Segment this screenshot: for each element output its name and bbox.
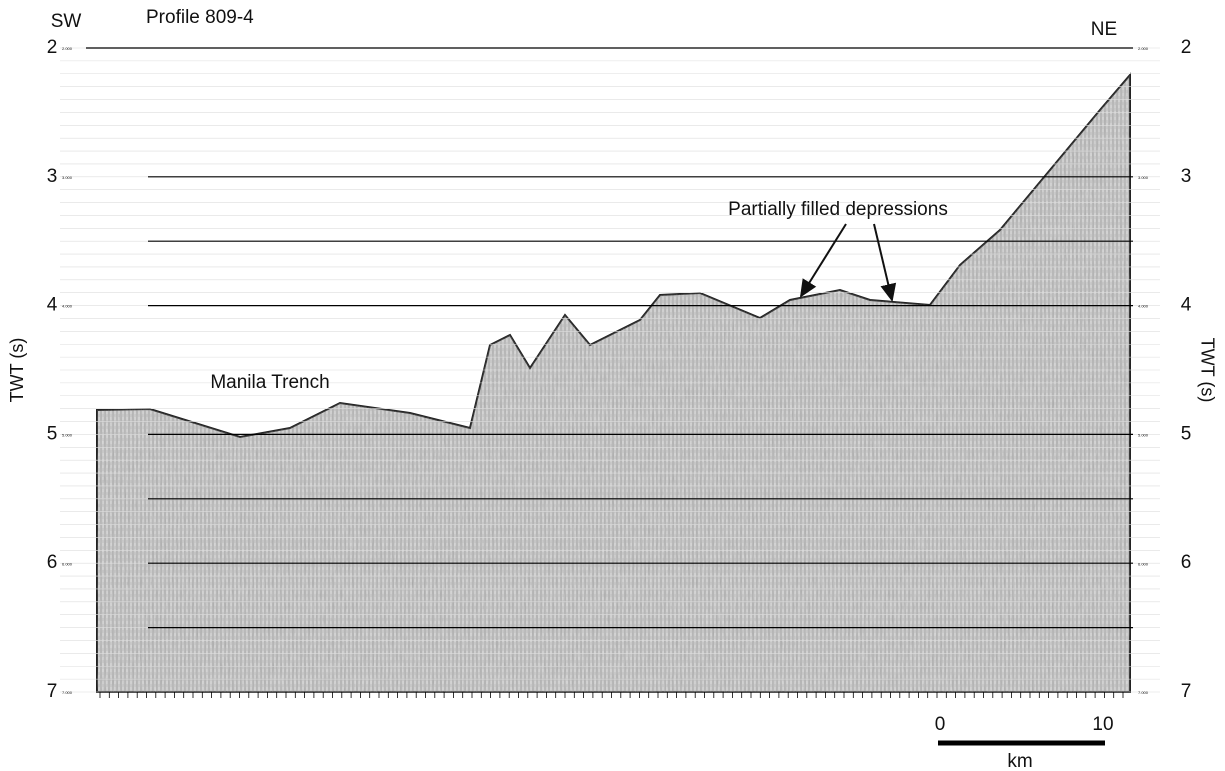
y-tick-label: 7 (47, 681, 58, 702)
y-tick-label: 7 (1181, 681, 1192, 702)
right-end-label: NE (1091, 19, 1117, 40)
small-tick-label: 6.000 (1138, 561, 1149, 566)
y-tick-label: 5 (1181, 423, 1192, 444)
arrow (801, 224, 846, 296)
y-tick-label: 3 (1181, 166, 1192, 187)
arrow (874, 224, 892, 300)
left-end-label: SW (51, 11, 82, 32)
y-tick-label: 5 (47, 423, 58, 444)
scale-unit: km (1007, 751, 1032, 771)
right-axis-label: TWT (s) (1197, 338, 1217, 403)
small-tick-label: 7.000 (1138, 690, 1149, 695)
y-tick-label: 6 (1181, 552, 1192, 573)
small-tick-label: 7.000 (62, 690, 73, 695)
small-tick-label: 5.000 (1138, 432, 1149, 437)
small-tick-label: 3.000 (1138, 175, 1149, 180)
small-tick-label: 5.000 (62, 432, 73, 437)
small-tick-label: 4.000 (62, 304, 73, 309)
small-tick-label: 2.000 (1138, 46, 1149, 51)
y-tick-label: 3 (47, 166, 58, 187)
small-tick-label: 3.000 (62, 175, 73, 180)
title: Profile 809-4 (146, 7, 254, 28)
small-tick-label: 2.000 (62, 46, 73, 51)
small-tick-label: 6.000 (62, 561, 73, 566)
annotation: Partially filled depressions (728, 199, 948, 220)
y-tick-label: 4 (1181, 295, 1192, 316)
y-tick-label: 6 (47, 552, 58, 573)
left-axis-label: TWT (s) (7, 338, 27, 403)
y-tick-label: 2 (47, 37, 58, 58)
y-tick-label: 2 (1181, 37, 1192, 58)
y-tick-label: 4 (47, 295, 58, 316)
annotation: Manila Trench (210, 372, 329, 393)
scale-label: 10 (1092, 714, 1113, 735)
seismic-profile: 2 2 2.000 2.000 3 3 3.000 3.000 4 4 4.000 4.000 5 5 5.… (0, 0, 1225, 771)
small-tick-label: 4.000 (1138, 304, 1149, 309)
scale-label: 0 (935, 714, 946, 735)
